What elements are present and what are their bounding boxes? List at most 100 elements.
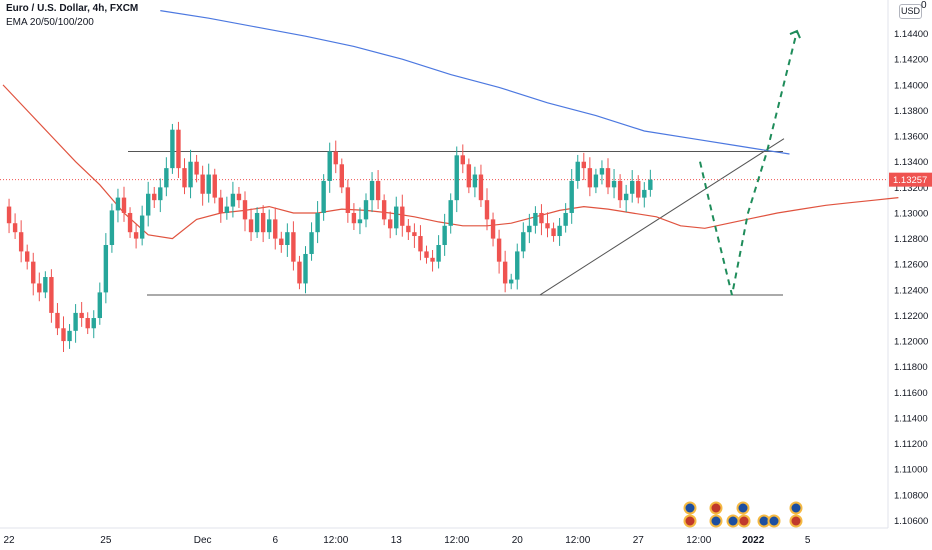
time-tick-label: 12:00 xyxy=(323,535,348,546)
candle xyxy=(484,188,490,231)
candle-body xyxy=(339,164,344,188)
event-icon[interactable] xyxy=(726,514,740,528)
event-icon[interactable] xyxy=(767,514,781,528)
event-flag xyxy=(739,516,749,526)
candle-body xyxy=(49,277,54,313)
candle xyxy=(55,303,60,336)
event-icon[interactable] xyxy=(737,514,751,528)
candle xyxy=(73,304,78,343)
candle xyxy=(37,272,42,302)
time-axis[interactable]: 22 25 Dec 6 12:00 13 12:00 20 12:00 27 12:00 2022 5 xyxy=(3,535,810,546)
candle-body xyxy=(466,164,472,188)
candle-body xyxy=(31,261,36,284)
candle xyxy=(127,207,133,238)
event-flag xyxy=(685,516,695,526)
candle xyxy=(133,224,139,249)
candle xyxy=(381,194,387,226)
candle-body xyxy=(587,168,593,188)
candle-body xyxy=(321,180,326,213)
candle xyxy=(424,245,429,264)
candle xyxy=(260,205,266,243)
candle xyxy=(188,149,193,199)
candle xyxy=(279,231,284,253)
candle xyxy=(430,249,435,272)
candle-body xyxy=(472,174,478,188)
candle xyxy=(248,208,254,242)
time-tick-label: 22 xyxy=(3,535,15,546)
candle xyxy=(357,207,363,235)
candle-body xyxy=(158,187,163,201)
candle-body xyxy=(436,245,441,262)
candle-body xyxy=(454,155,459,201)
candle-body xyxy=(55,312,60,329)
event-icon[interactable] xyxy=(789,514,803,528)
event-flag xyxy=(769,516,779,526)
event-icon[interactable] xyxy=(789,501,803,515)
candle-body xyxy=(230,193,236,207)
candle-body xyxy=(333,151,338,165)
candle xyxy=(103,233,109,304)
candle-body xyxy=(388,219,393,229)
candle-body xyxy=(91,318,96,329)
time-tick-label: 5 xyxy=(805,535,811,546)
candle xyxy=(466,158,472,194)
event-icon[interactable] xyxy=(709,501,723,515)
candle xyxy=(158,178,163,213)
candle-body xyxy=(18,232,24,252)
event-icon[interactable] xyxy=(736,501,750,515)
candle-body xyxy=(248,219,254,233)
time-tick-label: 12:00 xyxy=(686,535,711,546)
candle xyxy=(436,235,441,269)
event-flag xyxy=(791,516,801,526)
candle-body xyxy=(200,174,205,194)
candle xyxy=(394,196,399,236)
price-tick-label: 1.12000 xyxy=(894,337,928,348)
event-icon[interactable] xyxy=(757,514,771,528)
symbol-title[interactable]: Euro / U.S. Dollar, 4h, FXCM xyxy=(6,3,139,14)
plot-area xyxy=(0,0,889,529)
candle-body xyxy=(236,193,242,201)
candle xyxy=(533,206,538,234)
candle-body xyxy=(133,232,139,239)
candle xyxy=(333,140,338,174)
candle xyxy=(327,142,332,193)
currency-badge[interactable]: USD xyxy=(899,4,922,19)
candle-body xyxy=(67,330,72,342)
candle xyxy=(636,175,641,204)
candle-body xyxy=(630,180,635,194)
event-icon[interactable] xyxy=(709,514,723,528)
price-tick-label: 1.11200 xyxy=(894,439,928,450)
candle xyxy=(97,282,102,325)
chart-legend: Euro / U.S. Dollar, 4h, FXCM EMA 20/50/1… xyxy=(6,2,138,30)
rising-trendline xyxy=(539,138,785,296)
price-axis[interactable]: 1.14400 1.14200 1.14000 1.13800 1.13600 1.134… xyxy=(889,29,932,527)
event-icon[interactable] xyxy=(683,514,697,528)
candle xyxy=(575,154,580,189)
candle-body xyxy=(242,200,248,220)
candle xyxy=(25,244,30,270)
candle-body xyxy=(188,161,193,188)
candle xyxy=(545,212,550,238)
candle-body xyxy=(460,155,465,165)
economic-events[interactable] xyxy=(683,501,803,528)
price-tick-label: 1.11800 xyxy=(894,362,928,373)
indicator-title[interactable]: EMA 20/50/100/200 xyxy=(6,17,94,28)
last-price-box xyxy=(889,172,932,187)
candle xyxy=(551,222,556,242)
candle-body xyxy=(327,151,332,181)
candle-body xyxy=(224,206,230,213)
time-tick-label: 27 xyxy=(633,535,645,546)
candle-body xyxy=(260,212,266,233)
candle-body xyxy=(478,174,484,201)
price-tick-label: 1.12800 xyxy=(894,234,928,245)
candle-body xyxy=(545,223,550,229)
candle xyxy=(242,191,248,232)
event-icon[interactable] xyxy=(683,501,697,515)
candle-body xyxy=(206,174,211,194)
price-tick-label: 1.11400 xyxy=(894,413,928,424)
candlesticks xyxy=(6,121,653,352)
candle-body xyxy=(448,200,453,226)
candle-body xyxy=(442,225,447,246)
